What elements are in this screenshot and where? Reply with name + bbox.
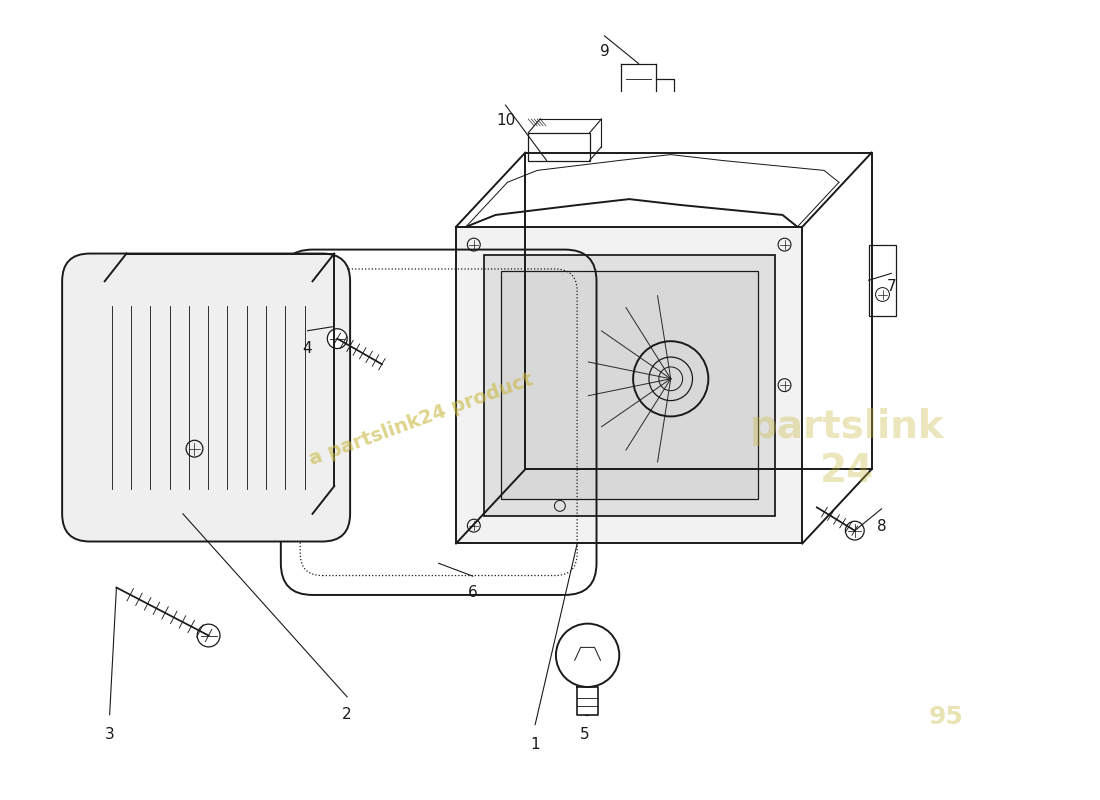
Text: partslink
24: partslink 24 xyxy=(749,409,944,490)
Text: 1: 1 xyxy=(530,737,540,752)
Text: 8: 8 xyxy=(877,519,887,534)
Bar xyxy=(456,227,802,543)
Circle shape xyxy=(468,519,481,532)
Text: 5: 5 xyxy=(580,727,590,742)
Circle shape xyxy=(554,501,565,511)
Circle shape xyxy=(778,238,791,251)
Circle shape xyxy=(186,440,202,457)
Text: a partslink24 product: a partslink24 product xyxy=(307,370,536,470)
Text: 2: 2 xyxy=(342,707,352,722)
Text: 4: 4 xyxy=(302,341,312,356)
Circle shape xyxy=(778,378,791,391)
Text: 95: 95 xyxy=(928,705,964,729)
Circle shape xyxy=(468,238,481,251)
Text: 10: 10 xyxy=(496,114,515,129)
Bar xyxy=(500,271,758,499)
Text: 9: 9 xyxy=(600,44,609,59)
FancyBboxPatch shape xyxy=(62,254,350,542)
Circle shape xyxy=(846,522,865,540)
Text: 6: 6 xyxy=(468,586,477,601)
Circle shape xyxy=(197,624,220,647)
Bar xyxy=(869,245,896,316)
Bar xyxy=(484,254,774,516)
Text: 3: 3 xyxy=(104,727,114,742)
Circle shape xyxy=(328,329,348,349)
Text: 7: 7 xyxy=(887,278,896,294)
Bar xyxy=(528,133,590,161)
